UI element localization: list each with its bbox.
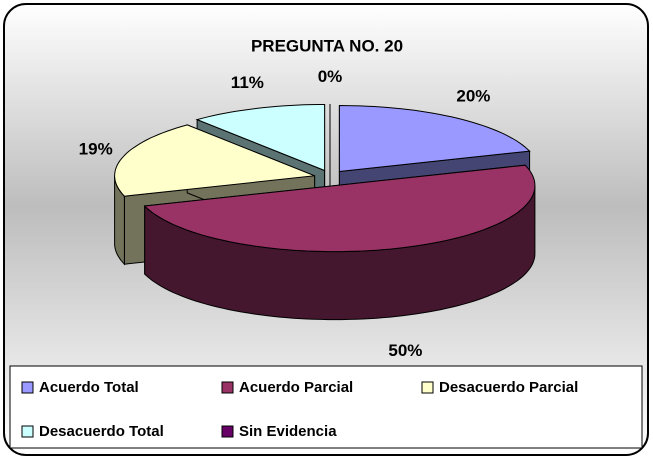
slice <box>114 124 315 197</box>
legend-box <box>9 365 643 449</box>
legend-swatch <box>421 381 434 394</box>
slice <box>143 164 536 253</box>
data-label: 50% <box>388 341 422 360</box>
legend-swatch <box>221 425 234 438</box>
data-label: 11% <box>231 73 264 92</box>
legend-label: Acuerdo Parcial <box>239 379 353 396</box>
legend-swatch <box>21 381 34 394</box>
legend-label: Acuerdo Total <box>39 379 139 396</box>
legend-swatch <box>21 425 34 438</box>
data-label: 19% <box>79 139 113 158</box>
legend-label: Desacuerdo Parcial <box>439 379 578 396</box>
chart-title: PREGUNTA NO. 20 <box>251 36 403 55</box>
slice <box>195 104 326 172</box>
legend-label: Desacuerdo Total <box>39 423 164 440</box>
slice <box>338 104 531 173</box>
data-label: 20% <box>456 86 490 105</box>
data-label: 0% <box>318 67 343 86</box>
legend-swatch <box>221 381 234 394</box>
legend-label: Sin Evidencia <box>239 423 337 440</box>
